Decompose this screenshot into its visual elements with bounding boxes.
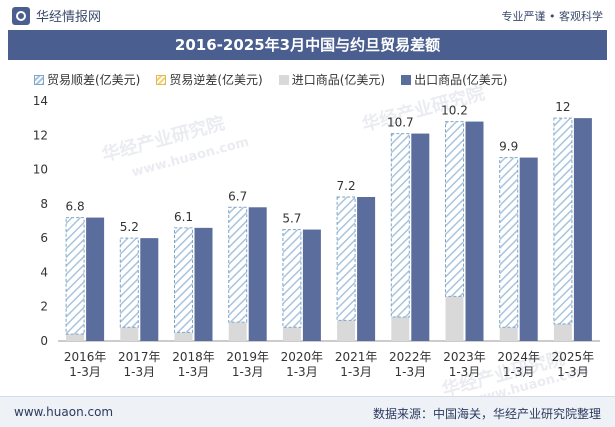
surplus-bar <box>336 196 356 321</box>
export-bar <box>248 207 267 341</box>
x-tick-label: 2025年 <box>552 350 595 364</box>
x-tick-label: 2022年 <box>389 350 432 364</box>
data-label: 5.7 <box>282 212 301 226</box>
import-bar <box>445 296 464 341</box>
data-label: 10.2 <box>441 104 468 118</box>
footer-website[interactable]: www.huaon.com <box>14 405 114 419</box>
legend-item-import: 进口商品(亿美元) <box>278 71 386 88</box>
export-bar <box>140 238 159 341</box>
x-tick-label: 1-3月 <box>232 365 264 379</box>
y-tick-label: 12 <box>33 128 48 142</box>
data-label: 6.7 <box>228 189 247 203</box>
export-bar <box>194 227 213 341</box>
legend: 贸易顺差(亿美元) 贸易逆差(亿美元) 进口商品(亿美元) 出口商品(亿美元) <box>34 71 508 88</box>
y-tick-label: 0 <box>40 334 48 348</box>
y-tick-label: 14 <box>33 94 48 108</box>
x-tick-label: 2024年 <box>497 350 540 364</box>
data-label: 6.8 <box>66 200 85 214</box>
x-tick-label: 1-3月 <box>123 365 155 379</box>
x-tick-label: 2021年 <box>335 350 378 364</box>
legend-label-deficit: 贸易逆差(亿美元) <box>169 73 263 87</box>
export-bar <box>357 197 376 341</box>
x-tick-label: 1-3月 <box>286 365 318 379</box>
x-tick-label: 1-3月 <box>449 365 481 379</box>
legend-swatch-deficit <box>156 74 167 85</box>
export-bar <box>411 133 430 341</box>
footer-source: 数据来源：中国海关，华经产业研究院整理 <box>372 407 601 421</box>
data-label: 12 <box>555 100 570 114</box>
data-label: 5.2 <box>120 220 139 234</box>
x-tick-label: 2016年 <box>64 350 107 364</box>
y-tick-label: 10 <box>33 163 48 177</box>
x-tick-label: 2019年 <box>226 350 269 364</box>
legend-item-surplus: 贸易顺差(亿美元) <box>34 71 140 88</box>
export-bar <box>519 157 538 341</box>
y-tick-label: 2 <box>40 300 48 314</box>
import-bar <box>120 327 139 341</box>
x-tick-label: 2020年 <box>281 350 324 364</box>
data-label: 9.9 <box>499 140 518 154</box>
footer: www.huaon.com 数据来源：中国海关，华经产业研究院整理 <box>0 396 615 427</box>
x-tick-label: 2018年 <box>172 350 215 364</box>
y-tick-label: 6 <box>40 231 48 245</box>
import-bar <box>66 334 85 341</box>
legend-item-export: 出口商品(亿美元) <box>401 71 508 88</box>
export-bar <box>465 121 484 341</box>
logo-icon <box>12 6 30 25</box>
x-tick-label: 2017年 <box>118 350 161 364</box>
surplus-bar <box>65 217 85 335</box>
brand[interactable]: 华经情报网 <box>12 6 101 25</box>
surplus-bar <box>553 117 573 325</box>
surplus-bar <box>390 133 410 318</box>
slogan: 专业严谨 • 客观科学 <box>501 10 603 23</box>
export-bar <box>302 229 321 341</box>
top-bar: 华经情报网 专业严谨 • 客观科学 <box>0 0 615 30</box>
data-label: 10.7 <box>387 116 414 130</box>
legend-label-surplus: 贸易顺差(亿美元) <box>47 73 141 87</box>
import-bar <box>282 327 301 341</box>
surplus-bar <box>119 237 139 328</box>
export-bar <box>573 118 592 342</box>
x-tick-label: 2023年 <box>443 350 486 364</box>
x-tick-label: 1-3月 <box>503 365 535 379</box>
import-bar <box>553 323 572 341</box>
import-bar <box>337 320 356 341</box>
export-bar <box>86 217 105 341</box>
surplus-bar <box>282 229 302 328</box>
data-label: 6.1 <box>174 210 193 224</box>
legend-label-import: 进口商品(亿美元) <box>291 73 386 87</box>
x-tick-label: 1-3月 <box>69 365 101 379</box>
surplus-bar <box>228 206 248 323</box>
y-tick-label: 4 <box>40 265 48 279</box>
x-tick-label: 1-3月 <box>178 365 210 379</box>
surplus-bar <box>499 157 519 328</box>
brand-name: 华经情报网 <box>36 10 102 25</box>
import-bar <box>174 332 193 341</box>
legend-swatch-import <box>278 74 289 85</box>
import-bar <box>228 322 247 341</box>
x-tick-label: 1-3月 <box>557 365 589 379</box>
import-bar <box>391 317 410 341</box>
surplus-bar <box>445 121 464 297</box>
y-tick-label: 8 <box>40 197 48 211</box>
legend-swatch-surplus <box>34 74 44 85</box>
import-bar <box>499 327 518 341</box>
legend-item-deficit: 贸易逆差(亿美元) <box>156 71 263 88</box>
chart-title: 2016-2025年3月中国与约旦贸易差额 <box>8 30 607 60</box>
legend-label-export: 出口商品(亿美元) <box>414 73 508 87</box>
x-tick-label: 1-3月 <box>340 365 372 379</box>
x-tick-label: 1-3月 <box>394 365 426 379</box>
legend-swatch-export <box>401 74 412 85</box>
data-label: 7.2 <box>337 179 356 193</box>
surplus-bar <box>174 227 193 333</box>
